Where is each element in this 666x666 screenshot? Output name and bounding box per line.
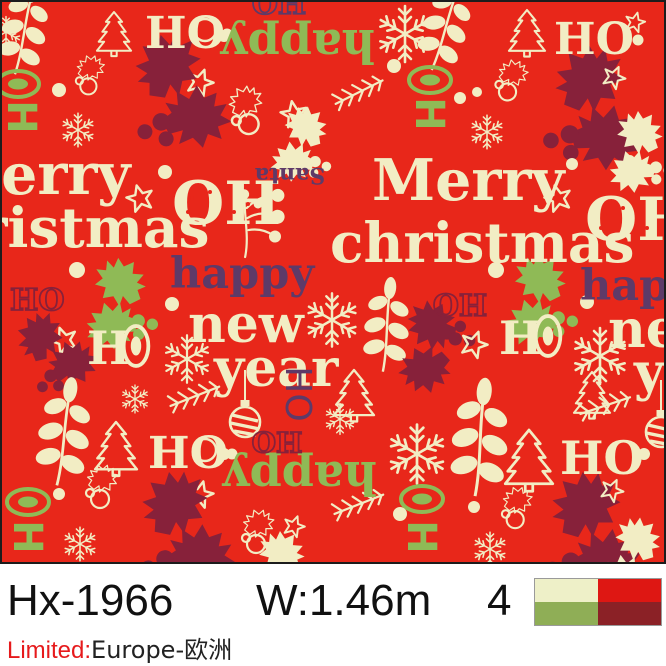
motif-layer: [2, 2, 664, 562]
pattern-word-ho: HO: [145, 8, 225, 59]
holly-outline-icon: [491, 53, 535, 104]
pattern-word-santa: Santa: [255, 162, 326, 188]
fir-branch-icon: [576, 389, 634, 422]
christmas-tree-icon: [95, 11, 133, 58]
holly-outline-icon: [220, 76, 274, 138]
pattern-word-ho: HO: [560, 431, 644, 485]
pattern-word-oh: OH: [585, 185, 664, 255]
swatch-color-2: [598, 579, 661, 602]
snowflake-icon: [388, 425, 445, 484]
swatch-color-4: [598, 602, 661, 625]
pattern-word-ho-outline: HO: [10, 283, 64, 318]
color-count: 4: [487, 576, 512, 625]
ring-icon: [2, 69, 41, 99]
snowflake-icon: [474, 532, 507, 562]
pattern-word-oh: OH: [172, 169, 281, 239]
pattern-word-h-stamp: H: [398, 520, 444, 553]
holly-outline-icon: [499, 483, 535, 529]
snowflake-icon: [64, 527, 97, 561]
pattern-word-year: year: [633, 342, 664, 403]
pattern-word-ho: HO: [554, 14, 634, 65]
pattern-word-happy-purple: happy: [170, 249, 316, 299]
pattern-word-happy-green: happy: [222, 451, 378, 505]
pattern-word-happy-purple: happy: [580, 261, 664, 311]
christmas-tree-icon: [507, 8, 547, 58]
pattern-word-year: year: [213, 338, 339, 399]
limited-value: Europe-欧洲: [91, 636, 233, 664]
pattern-image: HO happy HO HO Merry christmas OH Santa …: [2, 2, 664, 562]
limited-region-line: Limited:Europe-欧洲: [7, 630, 232, 665]
pattern-word-ho: HO: [148, 428, 228, 479]
limited-label: Limited:: [7, 637, 92, 664]
pattern-word-h-stamp: H: [4, 520, 50, 553]
snowflake-icon: [378, 6, 432, 62]
holly-outline-icon: [73, 51, 108, 94]
snowflake-icon: [121, 385, 148, 413]
pattern-word-new: new: [188, 294, 305, 355]
pattern-word-ho-outline: HO: [433, 286, 487, 321]
fabric-pattern-swatch: HO happy HO HO Merry christmas OH Santa …: [0, 0, 666, 564]
dots-layer: [52, 28, 650, 521]
swatch-color-1: [535, 579, 598, 602]
pattern-word-ho-vertical: HO: [277, 366, 318, 421]
pattern-word-merry: Merry: [2, 141, 132, 208]
swatch-color-3: [535, 602, 598, 625]
ring-icon: [192, 437, 218, 463]
leaf-sprig-icon: [442, 373, 518, 501]
snowflake-icon: [471, 115, 504, 149]
pattern-word-christmas: christmas: [330, 210, 635, 275]
oh-speckles: [599, 200, 649, 230]
leaf-sprig-icon: [2, 2, 61, 81]
pattern-word-ho-outline: HO: [252, 425, 303, 458]
oh-speckles: [186, 190, 250, 214]
pattern-word-h-stamp: H: [406, 97, 452, 130]
ring-icon: [192, 17, 218, 43]
pattern-word-h-stamp: H: [2, 100, 44, 133]
product-info-bar: Hx-1966 W:1.46m 4 Limited:Europe-欧洲: [0, 564, 666, 666]
leaf-sprig-icon: [406, 2, 486, 79]
holly-outline-icon: [83, 460, 121, 508]
christmas-tree-icon: [503, 428, 555, 493]
pattern-word-happy-green: happy: [220, 19, 376, 73]
fir-branch-icon: [330, 72, 389, 112]
pattern-word-christmas: christmas: [2, 195, 210, 260]
product-code: Hx-1966: [7, 576, 174, 625]
ring-icon: [407, 65, 453, 95]
ring-icon: [5, 487, 51, 517]
pattern-word-new: new: [608, 299, 664, 360]
pattern-word-merry: Merry: [372, 147, 566, 214]
ring-icon: [399, 484, 445, 514]
fabric-width: W:1.46m: [256, 576, 432, 625]
star-icon: [279, 511, 309, 540]
pattern-word-ho-outline: HO: [252, 2, 306, 19]
color-swatch-grid: [534, 578, 662, 626]
